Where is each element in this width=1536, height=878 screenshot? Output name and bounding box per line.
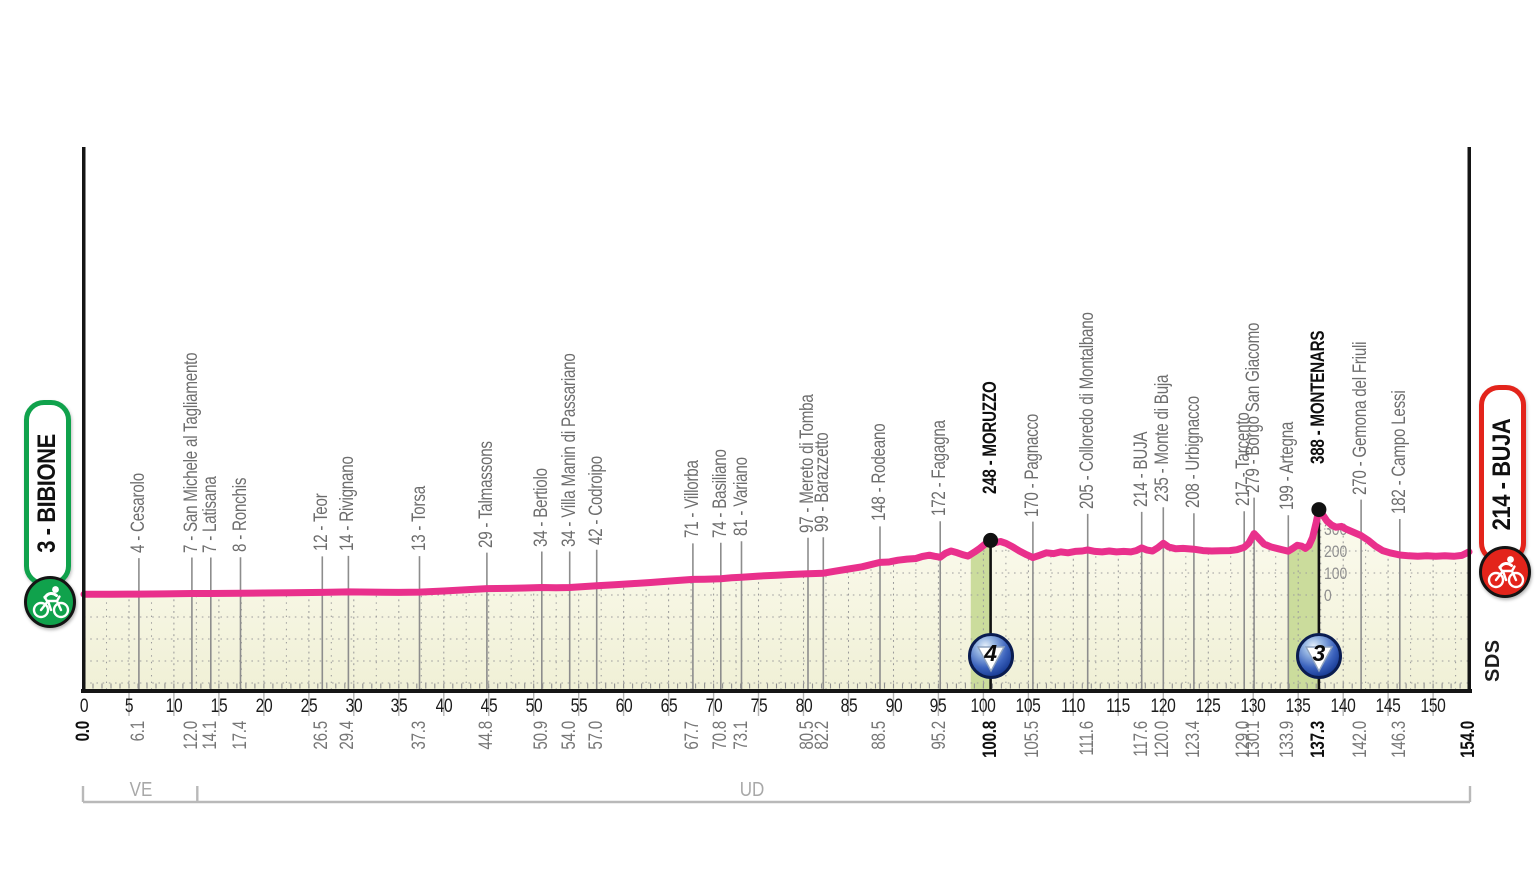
summit-dot	[983, 532, 999, 548]
start-badge: 3 - BIBIONE	[24, 400, 76, 630]
profile-line	[80, 506, 1473, 598]
climb-band	[970, 509, 991, 690]
right-border	[1467, 147, 1471, 690]
province-bracket	[81, 786, 1472, 804]
minor-km-ticks	[92, 683, 1461, 689]
start-cyclist-icon	[24, 576, 76, 628]
climb-band	[1288, 509, 1319, 690]
finish-badge-label: 214 - BUJA	[1488, 418, 1516, 530]
finish-badge-pill: 214 - BUJA	[1479, 385, 1526, 563]
elevation-tick-label: 200	[1324, 543, 1348, 562]
finish-cyclist-icon	[1479, 546, 1531, 598]
vertical-gridlines	[105, 509, 1457, 690]
elevation-tick-label: 100	[1324, 565, 1348, 584]
left-border	[82, 147, 86, 690]
start-badge-pill: 3 - BIBIONE	[24, 400, 71, 586]
finish-badge: 214 - BUJA	[1479, 385, 1531, 601]
summit-dot	[1311, 502, 1327, 518]
km-tick-stems	[128, 692, 1434, 716]
elevation-tick-label: 0	[1324, 587, 1332, 606]
x-axis	[81, 689, 1472, 693]
start-badge-label: 3 - BIBIONE	[33, 433, 62, 553]
